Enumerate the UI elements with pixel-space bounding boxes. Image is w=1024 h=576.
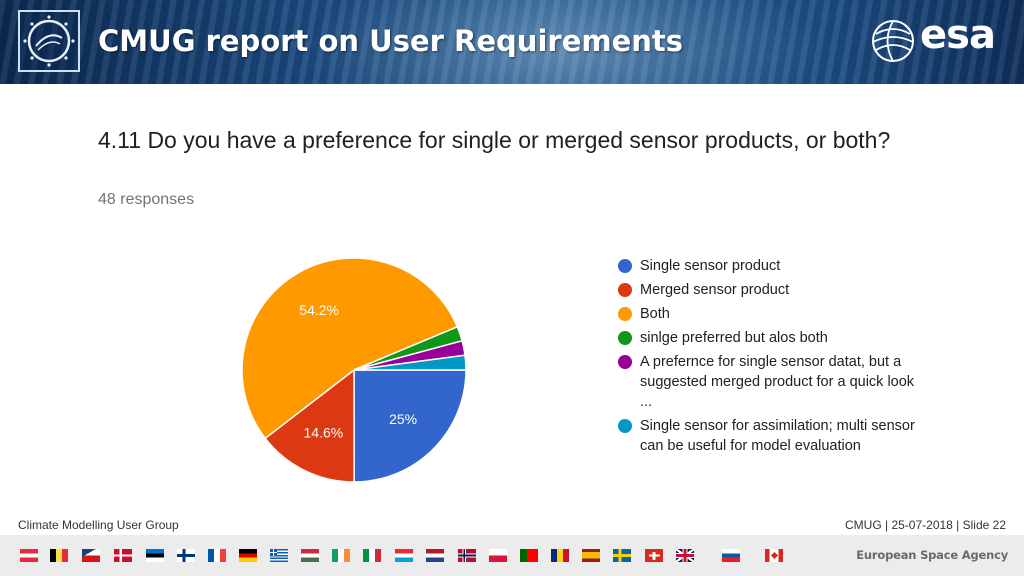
flag-czechia-icon [82, 549, 100, 562]
flag-sweden-icon [613, 549, 631, 562]
legend-label-1: Merged sensor product [640, 282, 790, 298]
footer-slide-info: CMUG | 25-07-2018 | Slide 22 [845, 518, 1006, 532]
question-title: 4.11 Do you have a preference for single… [98, 127, 891, 153]
pie-slice-5 [353, 354, 467, 371]
pie-slice-label-0: 25% [389, 411, 417, 427]
flag-spain-icon [582, 549, 600, 562]
legend-item-4: A prefernce for single sensor datat, but… [618, 352, 918, 412]
pie-slice-label-1: 14.6% [304, 424, 344, 440]
flag-switzerland-icon [645, 549, 663, 562]
header-background-glow [300, 0, 820, 84]
legend-swatch-5 [618, 419, 632, 433]
flag-canada-icon [765, 549, 783, 562]
legend-item-3: sinlge preferred but alos both [618, 328, 918, 348]
chart-legend: Single sensor product Merged sensor produ… [618, 256, 918, 460]
legend-label-2: Both [640, 306, 670, 322]
slide-title: CMUG report on User Requirements [98, 24, 684, 58]
flag-greece-icon [270, 549, 288, 562]
legend-swatch-2 [618, 307, 632, 321]
flag-germany-icon [239, 549, 257, 562]
legend-label-4: A prefernce for single sensor datat, but… [640, 354, 915, 410]
legend-label-5: Single sensor for assimilation; multi se… [640, 418, 915, 454]
flag-austria-icon [20, 549, 38, 562]
legend-item-1: Merged sensor product [618, 280, 918, 300]
header-background-pattern [0, 0, 1024, 84]
legend-item-2: Both [618, 304, 918, 324]
legend-item-0: Single sensor product [618, 256, 918, 276]
response-count: 48 responses [98, 191, 195, 208]
footer-organisation: Climate Modelling User Group [18, 518, 179, 532]
header-banner: CMUG report on User Requirements esa [0, 0, 1024, 84]
flag-hungary-icon [301, 549, 319, 562]
esa-logo-text: esa [920, 12, 996, 58]
cci-emblem-icon [18, 10, 80, 72]
flag-estonia-icon [146, 549, 164, 562]
flag-italy-icon [363, 549, 381, 562]
pie-slice-label-2: 54.2% [299, 302, 339, 318]
flag-united-kingdom-icon [676, 549, 694, 562]
flag-poland-icon [489, 549, 507, 562]
flag-finland-icon [177, 549, 195, 562]
agency-name: European Space Agency [856, 548, 1008, 562]
flag-denmark-icon [114, 549, 132, 562]
flag-netherlands-icon [426, 549, 444, 562]
pie-slice-0 [353, 369, 467, 483]
legend-swatch-3 [618, 331, 632, 345]
member-states-flag-bar: European Space Agency [0, 535, 1024, 576]
flag-norway-icon [458, 549, 476, 562]
legend-swatch-4 [618, 355, 632, 369]
legend-swatch-0 [618, 259, 632, 273]
pie-slice-1 [264, 368, 355, 483]
legend-label-3: sinlge preferred but alos both [640, 330, 828, 346]
flag-ireland-icon [332, 549, 350, 562]
legend-swatch-1 [618, 283, 632, 297]
pie-slice-2 [241, 257, 459, 440]
flag-romania-icon [551, 549, 569, 562]
legend-item-5: Single sensor for assimilation; multi se… [618, 416, 918, 456]
flag-belgium-icon [50, 549, 68, 562]
esa-globe-icon [872, 20, 914, 62]
esa-logo: esa [868, 12, 1014, 66]
flag-france-icon [208, 549, 226, 562]
flag-luxembourg-icon [395, 549, 413, 562]
flag-portugal-icon [520, 549, 538, 562]
flag-slovenia-icon [722, 549, 740, 562]
legend-label-0: Single sensor product [640, 258, 781, 274]
